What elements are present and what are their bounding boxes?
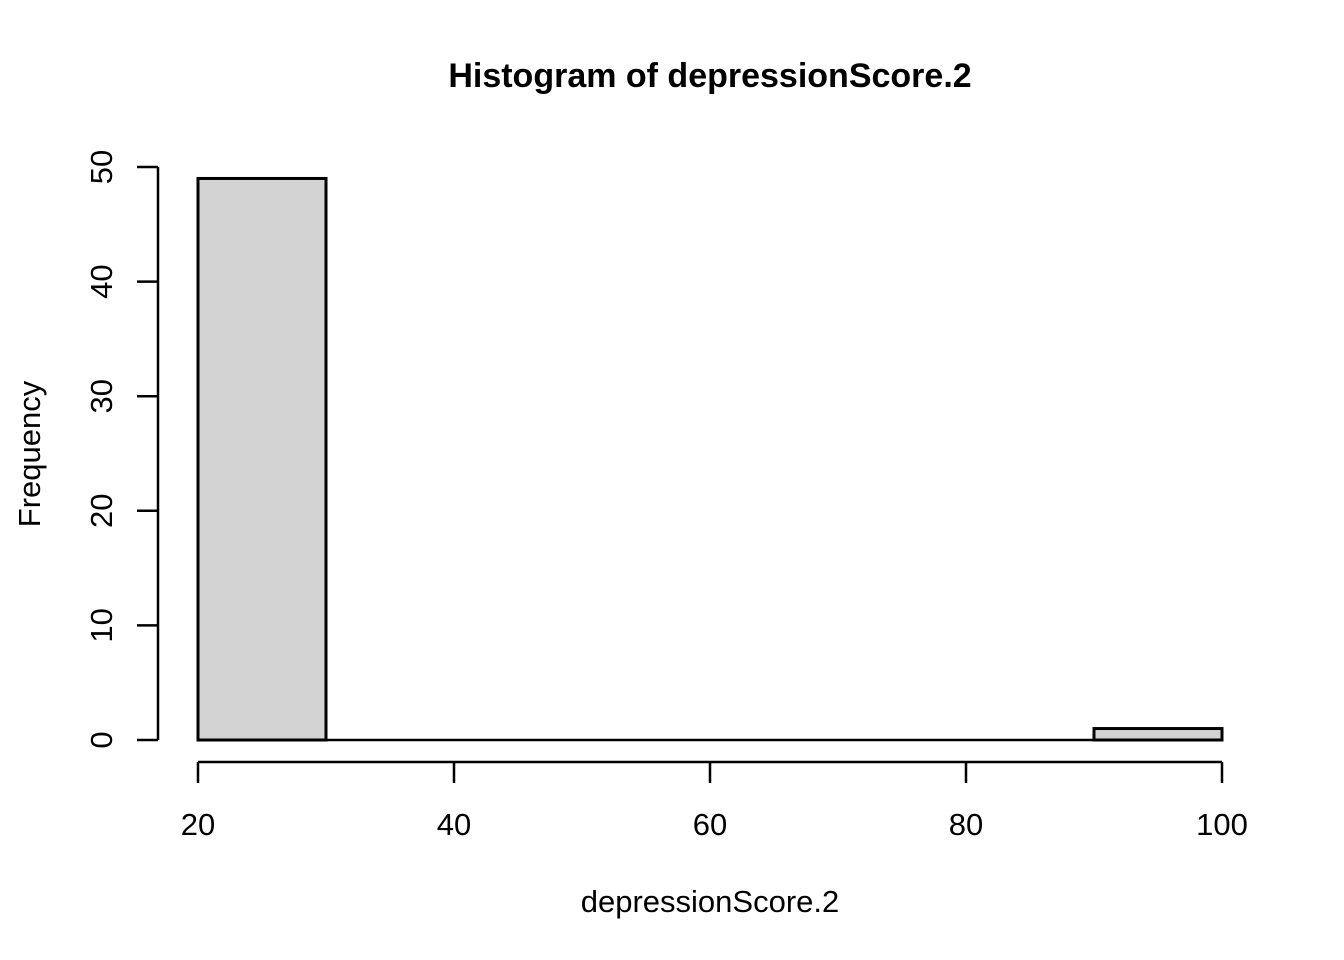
y-tick-label: 30 [84,379,119,413]
histogram-bar [196,176,328,742]
histogram-bar [1092,727,1224,742]
y-tick-label: 0 [84,731,119,748]
x-axis-label: depressionScore.2 [580,884,840,919]
x-tick-label: 20 [181,807,215,842]
y-tick-label: 40 [84,264,119,298]
chart-title: Histogram of depressionScore.2 [448,57,972,95]
y-tick-label: 20 [84,494,119,528]
x-tick-label: 60 [693,807,727,842]
y-tick-label: 10 [84,608,119,642]
x-tick-label: 40 [437,807,471,842]
x-tick-label: 80 [949,807,983,842]
y-tick-label: 50 [84,150,119,184]
x-tick-label: 100 [1196,807,1248,842]
